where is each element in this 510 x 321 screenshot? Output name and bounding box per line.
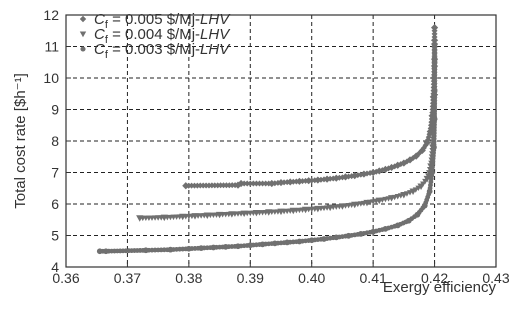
y-tick-label: 4 — [51, 259, 59, 275]
circle-marker — [80, 46, 86, 52]
y-tick-label: 10 — [43, 70, 59, 86]
x-tick-label: 0.38 — [175, 270, 202, 286]
diamond-marker — [256, 180, 263, 187]
diamond-marker — [431, 30, 438, 37]
diamond-marker — [369, 168, 377, 177]
diamond-marker — [314, 176, 322, 184]
legend-item: Cf = 0.003 $/Mj-LHV — [80, 41, 231, 61]
diamond-marker — [360, 170, 368, 178]
legend-label: Cf = 0.004 $/Mj-LHV — [94, 26, 231, 46]
y-tick-label: 9 — [51, 102, 59, 118]
x-tick-label: 0.37 — [114, 270, 141, 286]
data-points — [96, 24, 439, 255]
diamond-marker — [430, 36, 439, 44]
diamond-marker — [262, 180, 269, 187]
x-axis-title: Exergy efficiency — [383, 279, 497, 296]
diamond-marker — [241, 180, 248, 187]
triangle-marker — [431, 50, 438, 56]
x-axis-ticks: 0.36 0.37 0.38 0.39 0.40 0.41 0.42 0.43 — [52, 262, 510, 286]
triangle-marker — [430, 43, 439, 51]
diamond-marker — [253, 180, 260, 187]
diamond-marker — [244, 180, 251, 187]
triangle-marker — [79, 31, 87, 38]
x-tick-label: 0.41 — [360, 270, 387, 286]
diamond-marker — [400, 159, 408, 167]
x-tick-label: 0.43 — [482, 270, 509, 286]
legend-label: Cf = 0.003 $/Mj-LHV — [94, 41, 231, 61]
diamond-marker — [431, 34, 438, 41]
series-3 — [96, 59, 438, 255]
legend-item: Cf = 0.004 $/Mj-LHV — [79, 26, 231, 46]
legend-label: Cf = 0.005 $/Mj-LHV — [94, 11, 231, 31]
diamond-marker — [247, 180, 254, 187]
x-tick-label: 0.40 — [298, 270, 325, 286]
x-tick-label: 0.39 — [237, 270, 264, 286]
x-tick-label: 0.36 — [52, 270, 79, 286]
y-tick-label: 6 — [51, 196, 59, 212]
triangle-marker — [423, 175, 431, 183]
y-axis-ticks: 4 5 6 7 8 9 10 11 12 — [43, 7, 71, 275]
y-tick-label: 12 — [43, 7, 59, 23]
triangle-marker — [431, 53, 438, 59]
x-tick-label: 0.42 — [421, 270, 448, 286]
diamond-marker — [259, 180, 266, 187]
diamond-marker — [381, 165, 390, 173]
y-tick-label: 5 — [51, 228, 59, 244]
diamond-marker — [250, 180, 257, 187]
diamond-marker — [305, 177, 313, 185]
y-tick-label: 8 — [51, 133, 59, 149]
y-tick-label: 7 — [51, 165, 59, 181]
diamond-marker — [430, 24, 439, 32]
diamond-marker — [79, 15, 87, 23]
legend-item: Cf = 0.005 $/Mj-LHV — [79, 11, 231, 31]
y-axis-title: Total cost rate [$h⁻¹] — [12, 73, 29, 208]
diamond-marker — [412, 152, 420, 160]
y-tick-label: 11 — [44, 39, 59, 55]
circle-marker — [431, 59, 438, 66]
diamond-marker — [295, 177, 304, 185]
diamond-marker — [237, 179, 245, 188]
